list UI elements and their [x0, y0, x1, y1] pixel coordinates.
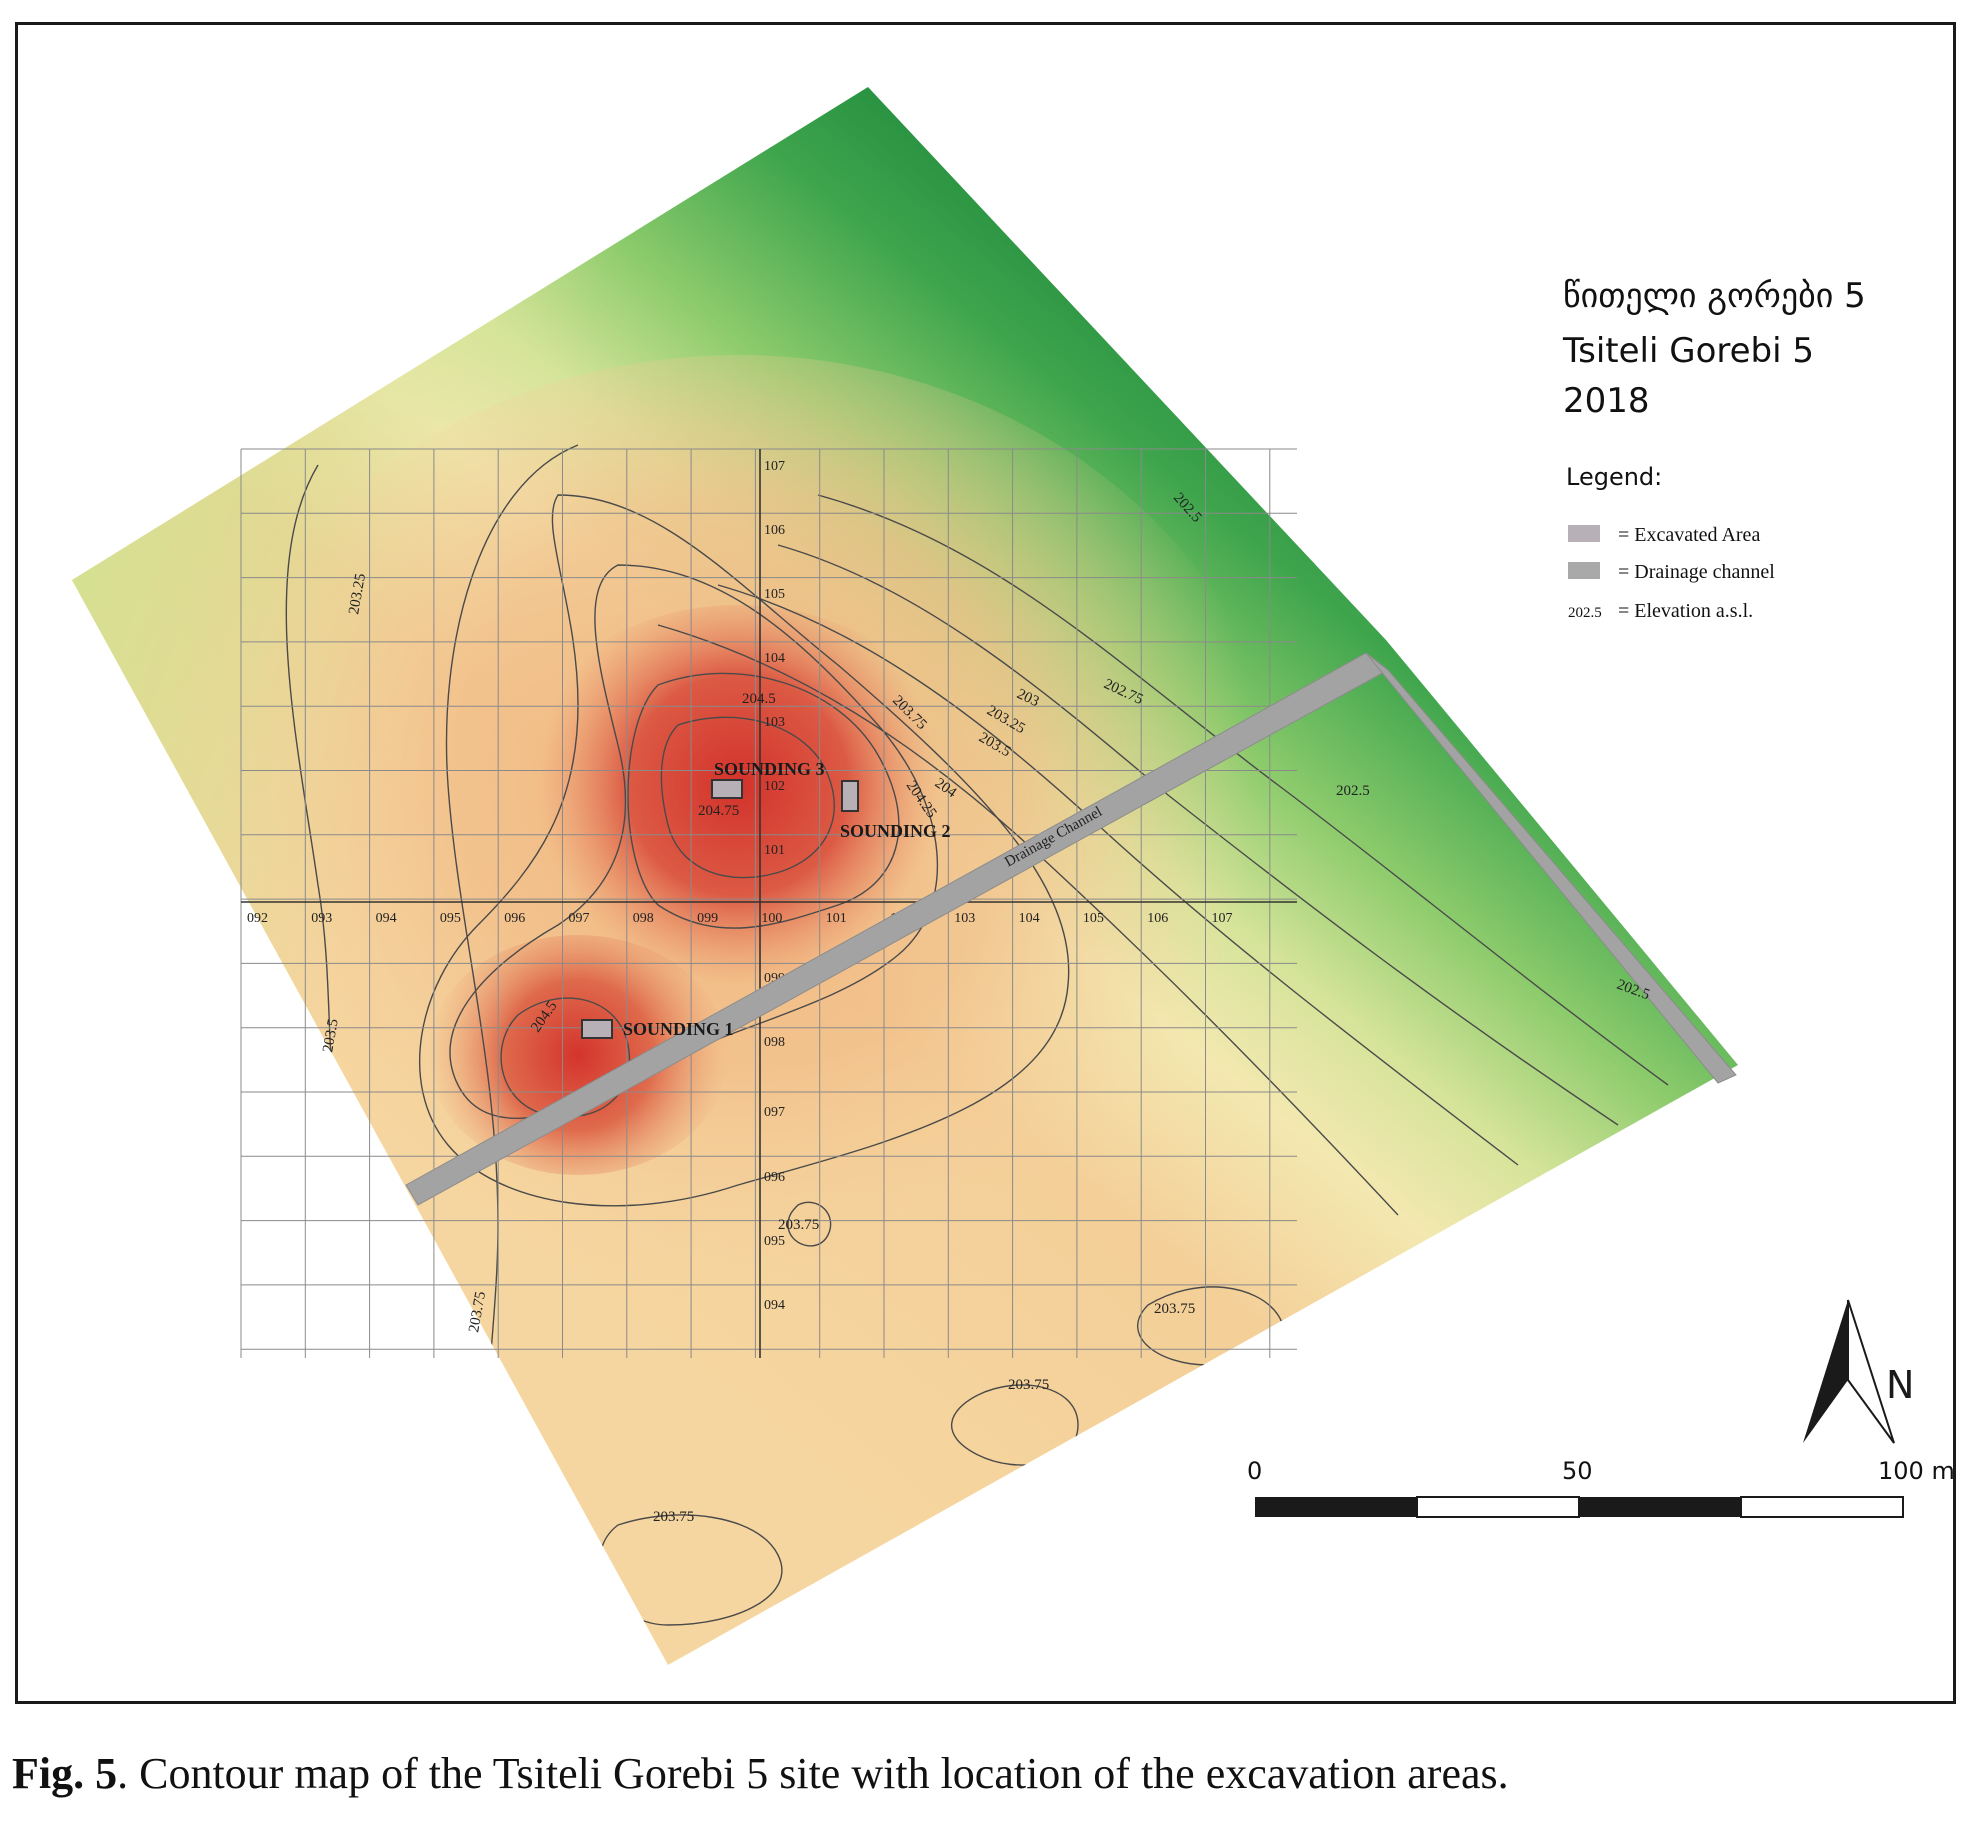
contour-label: 203.75 — [778, 1217, 819, 1233]
sounding-2-area — [841, 780, 859, 812]
sounding-3-area — [711, 779, 743, 799]
contour-label: 203.75 — [466, 1290, 489, 1333]
scale-bar: 0 50 100 m — [1247, 1457, 1955, 1518]
legend-elevation-sample: 202.5 — [1568, 605, 1602, 621]
map-title: წითელი გორები 5 Tsiteli Gorebi 5 2018 — [1562, 276, 1866, 421]
grid-label-easting: 104 — [1019, 911, 1040, 926]
title-latin: Tsiteli Gorebi 5 — [1562, 331, 1814, 371]
legend-heading: Legend: — [1566, 463, 1662, 491]
scale-tick-0: 0 — [1247, 1457, 1262, 1485]
sounding-3-label: SOUNDING 3 — [714, 759, 825, 779]
north-label: N — [1886, 1363, 1914, 1407]
scale-tick-100: 100 m — [1878, 1457, 1955, 1485]
contour-label: 203.75 — [653, 1509, 694, 1525]
contour-label: 202.5 — [1336, 783, 1370, 799]
grid-label-easting: 098 — [633, 911, 654, 926]
title-year: 2018 — [1563, 381, 1650, 421]
grid-label-easting: 107 — [1212, 911, 1233, 926]
sounding-markers: SOUNDING 3 SOUNDING 2 SOUNDING 1 — [581, 759, 951, 1039]
grid-label-northing: 098 — [764, 1035, 785, 1050]
sounding-1-area — [581, 1019, 613, 1039]
legend-swatch-excavated — [1568, 525, 1600, 542]
grid-label-northing: 095 — [764, 1234, 785, 1249]
sounding-2-label: SOUNDING 2 — [840, 821, 951, 841]
contour-map: 092 093 094 095 096 097 098 099 100 101 102 103 104 1… — [72, 87, 1955, 1665]
grid-label-northing: 103 — [764, 715, 785, 730]
grid-label-northing: 102 — [764, 779, 785, 794]
figure-caption: Fig. 5. Contour map of the Tsiteli Goreb… — [12, 1748, 1509, 1799]
grid-label-northing: 096 — [764, 1170, 785, 1185]
contour-label: 204.5 — [742, 691, 776, 707]
scale-tick-50: 50 — [1562, 1457, 1593, 1485]
grid-label-easting: 095 — [440, 911, 461, 926]
sounding-1-label: SOUNDING 1 — [623, 1019, 734, 1039]
grid-label-easting: 101 — [826, 911, 847, 926]
grid-label-easting: 099 — [697, 911, 718, 926]
grid-label-easting: 093 — [311, 911, 332, 926]
site-grid — [240, 448, 1297, 1358]
north-arrow-icon — [1803, 1300, 1848, 1443]
caption-text: . Contour map of the Tsiteli Gorebi 5 si… — [117, 1749, 1509, 1798]
grid-label-easting: 106 — [1147, 911, 1168, 926]
title-georgian: წითელი გორები 5 — [1563, 276, 1866, 316]
contour-label: 203.5 — [320, 1018, 342, 1054]
map-frame: 092 093 094 095 096 097 098 099 100 101 102 103 104 1… — [15, 22, 1956, 1704]
grid-label-northing: 101 — [764, 843, 785, 858]
caption-prefix: Fig. 5 — [12, 1749, 118, 1798]
grid-label-northing: 104 — [764, 651, 785, 666]
legend-label-drainage: = Drainage channel — [1618, 561, 1775, 583]
north-arrow: N — [1803, 1299, 1914, 1444]
contour-label: 204.75 — [698, 803, 739, 819]
grid-label-easting: 094 — [376, 911, 397, 926]
grid-label-northing: 106 — [764, 523, 785, 538]
grid-label-easting: 105 — [1083, 911, 1104, 926]
grid-label-easting: 100 — [761, 911, 782, 926]
legend-label-elevation: = Elevation a.s.l. — [1618, 600, 1753, 622]
contour-label: 203.75 — [1008, 1377, 1049, 1393]
legend-label-excavated: = Excavated Area — [1618, 524, 1760, 546]
grid-label-easting: 092 — [247, 911, 268, 926]
grid-label-northing: 094 — [764, 1298, 785, 1313]
contour-label: 203.75 — [1154, 1301, 1195, 1317]
grid-label-northing: 105 — [764, 587, 785, 602]
legend: Legend: = Excavated Area = Drainage chan… — [1566, 463, 1775, 622]
grid-label-northing: 107 — [764, 459, 785, 474]
grid-label-easting: 097 — [569, 911, 590, 926]
grid-label-easting: 096 — [504, 911, 525, 926]
grid-label-easting: 103 — [954, 911, 975, 926]
legend-swatch-drainage — [1568, 562, 1600, 579]
grid-label-northing: 097 — [764, 1105, 785, 1120]
contour-label: 203.25 — [346, 572, 369, 615]
